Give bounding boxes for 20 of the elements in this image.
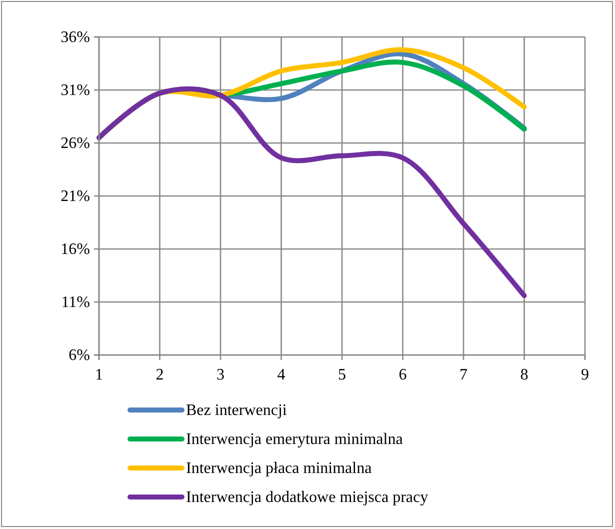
legend-label: Bez interwencji	[186, 402, 288, 419]
legend-label: Interwencja emerytura minimalna	[186, 431, 403, 448]
x-tick-label: 9	[581, 366, 589, 384]
y-tick-label: 6%	[68, 347, 90, 364]
x-tick-label: 3	[216, 366, 224, 384]
y-tick-label: 31%	[60, 82, 90, 100]
legend-label: Interwencja dodatkowe miejsca pracy	[186, 489, 428, 506]
legend-label: Interwencja płaca minimalna	[186, 460, 372, 477]
y-tick-label: 36%	[60, 29, 90, 46]
x-tick-label: 7	[460, 366, 468, 384]
x-tick-label: 5	[338, 366, 346, 384]
y-tick-label: 16%	[60, 241, 90, 258]
x-tick-label: 4	[277, 366, 286, 384]
y-tick-label: 11%	[61, 294, 90, 312]
x-tick-label: 6	[398, 366, 407, 384]
y-tick-label: 26%	[60, 135, 90, 152]
x-tick-label: 1	[95, 366, 103, 384]
y-tick-label: 21%	[60, 188, 90, 206]
x-tick-label: 8	[520, 366, 528, 384]
x-tick-label: 2	[156, 366, 164, 384]
